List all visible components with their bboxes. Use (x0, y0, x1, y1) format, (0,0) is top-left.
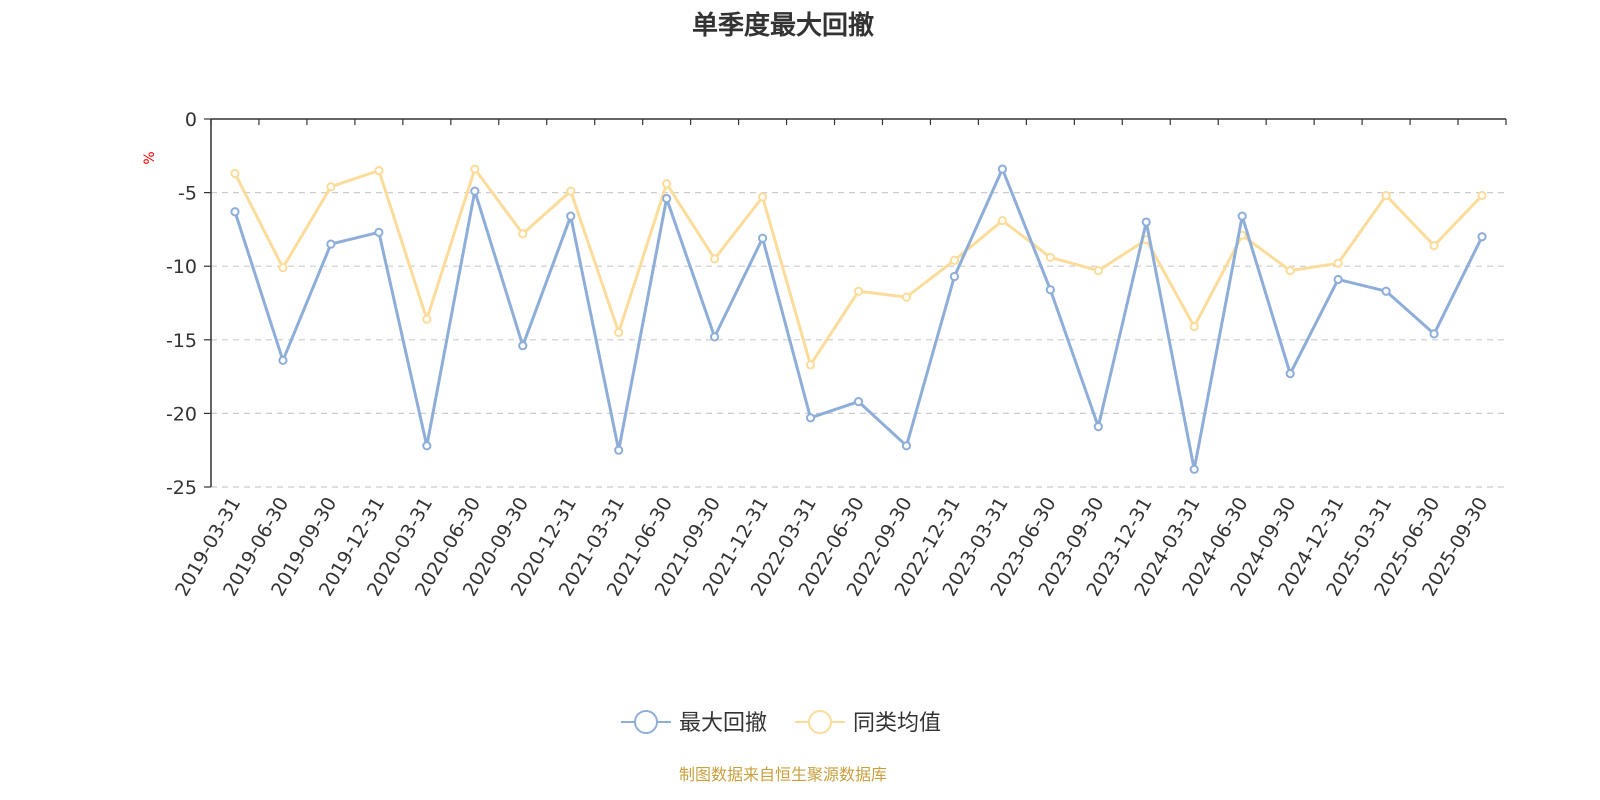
data-point (997, 164, 1007, 174)
legend-item-0[interactable]: 最大回撤 (621, 710, 767, 736)
data-point (805, 413, 816, 423)
data-point (853, 397, 864, 407)
data-point (470, 164, 480, 174)
data-point (470, 186, 480, 196)
data-point (710, 332, 720, 342)
legend-label: 最大回撤 (679, 711, 767, 736)
data-point (422, 441, 432, 451)
data-point (614, 327, 624, 338)
data-point (757, 233, 768, 243)
data-point (566, 186, 576, 196)
data-point (1285, 369, 1295, 379)
legend-item-1[interactable]: 同类均值 (795, 710, 941, 736)
data-point (278, 263, 288, 273)
series-lines (230, 164, 1487, 474)
data-point (326, 239, 336, 249)
data-point (1429, 329, 1439, 339)
data-point (757, 192, 768, 202)
y-tick-label: -15 (166, 330, 197, 352)
data-point (518, 341, 528, 351)
data-point (949, 255, 960, 265)
data-point (1045, 252, 1055, 262)
data-point (949, 271, 960, 282)
grid-lines (211, 192, 1506, 488)
data-point (1477, 190, 1487, 201)
y-tick-label: 0 (185, 109, 197, 131)
legend[interactable]: 最大回撤 同类均值 (621, 710, 941, 736)
data-point (1237, 211, 1247, 221)
data-point (1429, 240, 1439, 251)
data-point (230, 207, 240, 217)
data-point (997, 215, 1007, 226)
series-line (233, 167, 1484, 471)
y-tick-label: -25 (166, 477, 197, 499)
data-point (805, 360, 816, 370)
data-point (1093, 266, 1103, 276)
data-point (901, 441, 912, 451)
data-point (374, 227, 384, 237)
legend-marker-icon (808, 710, 832, 734)
series-line (233, 167, 1484, 367)
y-tick-label: -5 (178, 183, 197, 205)
data-point (374, 165, 384, 176)
data-point (1093, 422, 1103, 432)
x-tick-labels: 2019-03-312019-06-302019-09-302019-12-31… (171, 493, 1492, 600)
data-point (1141, 217, 1151, 227)
y-tick-label: -10 (166, 256, 197, 278)
data-point (662, 193, 672, 204)
data-point (566, 211, 576, 221)
axes (204, 118, 1507, 488)
data-point (1189, 321, 1199, 332)
data-point (1381, 286, 1391, 296)
data-point (230, 168, 240, 179)
data-point (1333, 258, 1343, 268)
data-source-note: 制图数据来自恒生聚源数据库 (679, 765, 887, 784)
data-point (1333, 274, 1343, 285)
legend-label: 同类均值 (853, 711, 941, 736)
y-tick-label: -20 (166, 403, 197, 425)
data-point (901, 292, 912, 302)
data-point (853, 286, 864, 296)
chart-title: 单季度最大回撤 (692, 10, 874, 41)
data-point (1285, 266, 1295, 276)
data-point (1477, 232, 1487, 242)
data-point (518, 229, 528, 239)
series-0 (230, 164, 1487, 474)
data-point (278, 355, 288, 366)
data-point (422, 314, 432, 324)
data-point (1189, 464, 1199, 474)
series-1 (230, 164, 1487, 370)
y-axis-unit: % (142, 151, 158, 164)
data-point (1045, 285, 1055, 295)
y-tick-labels: 0 -5 -10 -15 -20 -25 (166, 109, 197, 499)
data-point (614, 445, 624, 455)
data-point (1381, 190, 1391, 201)
data-point (326, 182, 336, 192)
data-point (710, 254, 720, 264)
data-point (662, 179, 672, 189)
legend-marker-icon (634, 710, 658, 734)
